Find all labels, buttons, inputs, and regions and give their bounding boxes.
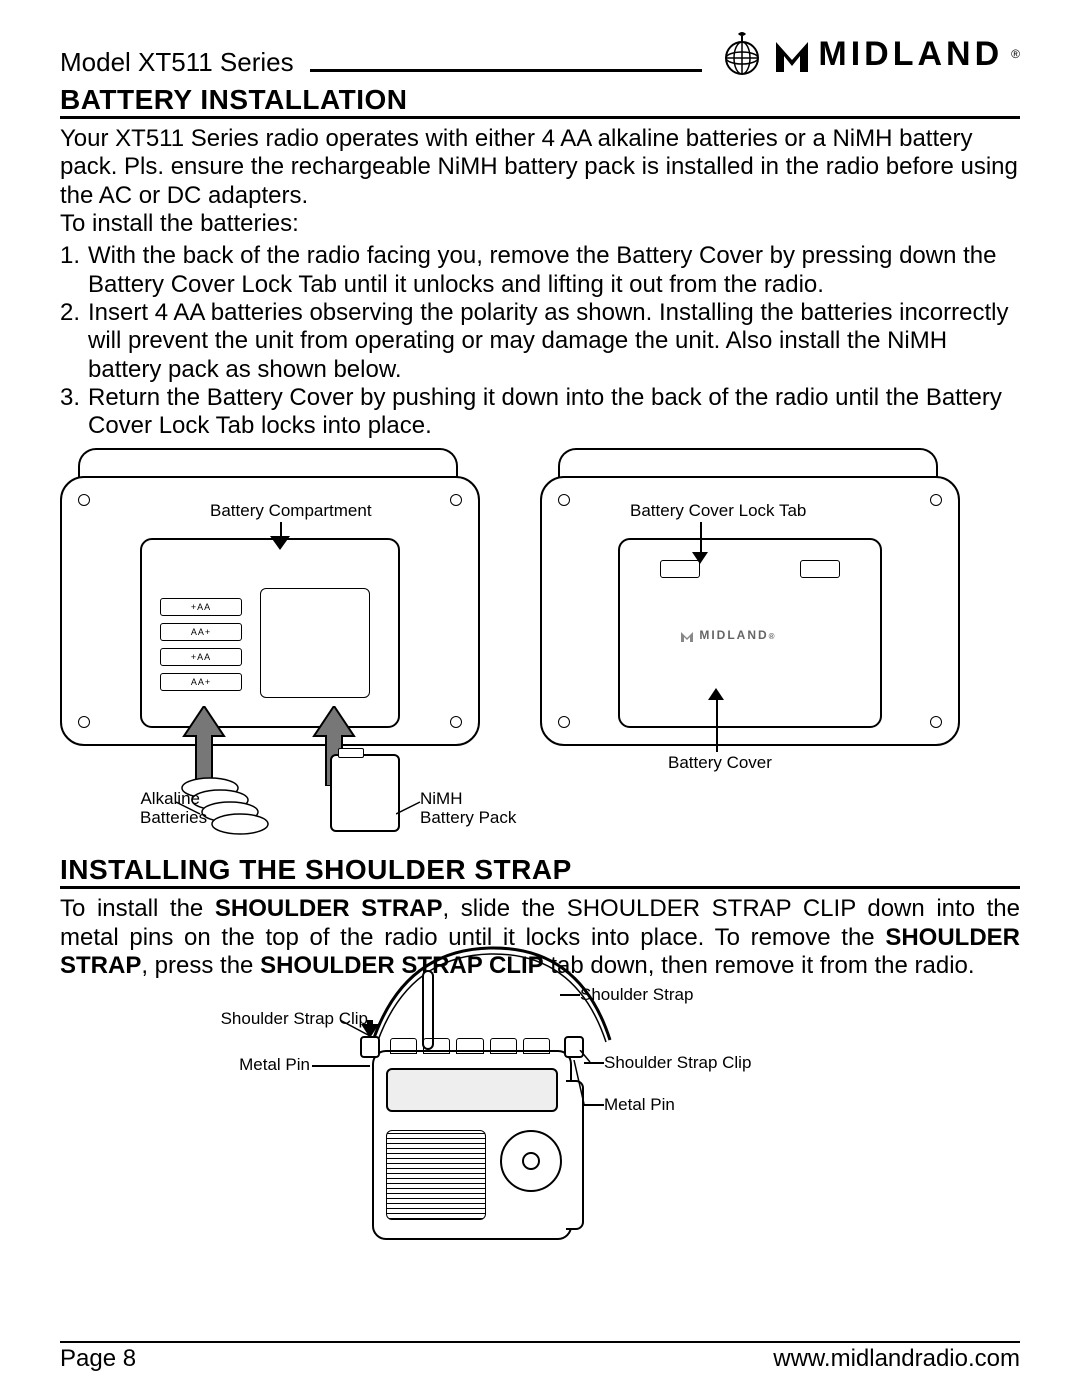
section1-heading: BATTERY INSTALLATION (60, 84, 1020, 119)
callout-nimh: NiMH Battery Pack (420, 790, 516, 827)
step-text: Return the Battery Cover by pushing it d… (88, 384, 1020, 441)
step-text: Insert 4 AA batteries observing the pola… (88, 299, 1020, 384)
callout-cover-lock-tab: Battery Cover Lock Tab (630, 502, 806, 521)
section1-intro: Your XT511 Series radio operates with ei… (60, 125, 1020, 210)
battery-slot: +AA (160, 648, 242, 666)
header-rule (310, 69, 703, 72)
page-number: Page 8 (60, 1345, 136, 1373)
callout-metal-pin-right: Metal Pin (604, 1096, 675, 1115)
brand-text: MIDLAND (818, 35, 1003, 74)
section1-to-install: To install the batteries: (60, 210, 1020, 238)
model-line: Model XT511 Series (60, 47, 294, 78)
step-text: With the back of the radio facing you, r… (88, 242, 1020, 299)
callout-shoulder-strap: Shoulder Strap (580, 986, 693, 1005)
footer-url: www.midlandradio.com (773, 1345, 1020, 1373)
callout-metal-pin-left: Metal Pin (234, 1056, 310, 1075)
globe-icon (718, 30, 766, 78)
step-num: 3. (60, 384, 88, 441)
section2-heading: INSTALLING THE SHOULDER STRAP (60, 854, 1020, 889)
registered-mark: ® (1011, 47, 1020, 61)
battery-slot: AA+ (160, 673, 242, 691)
battery-diagrams: +AA AA+ +AA AA+ Battery Compartment Alka… (60, 448, 1020, 848)
m-mark-icon (774, 34, 810, 74)
callout-battery-compartment: Battery Compartment (210, 502, 372, 521)
battery-slot: +AA (160, 598, 242, 616)
step-num: 2. (60, 299, 88, 384)
step-num: 1. (60, 242, 88, 299)
brand-logo: MIDLAND ® (718, 30, 1020, 78)
strap-diagram: Shoulder Strap Clip Metal Pin Shoulder S… (60, 980, 1020, 1270)
cover-brand-text: MIDLAND® (680, 628, 777, 643)
install-steps-list: 1.With the back of the radio facing you,… (60, 242, 1020, 440)
battery-slot: AA+ (160, 623, 242, 641)
callout-strap-clip-right: Shoulder Strap Clip (604, 1054, 751, 1073)
callout-battery-cover: Battery Cover (668, 754, 772, 773)
